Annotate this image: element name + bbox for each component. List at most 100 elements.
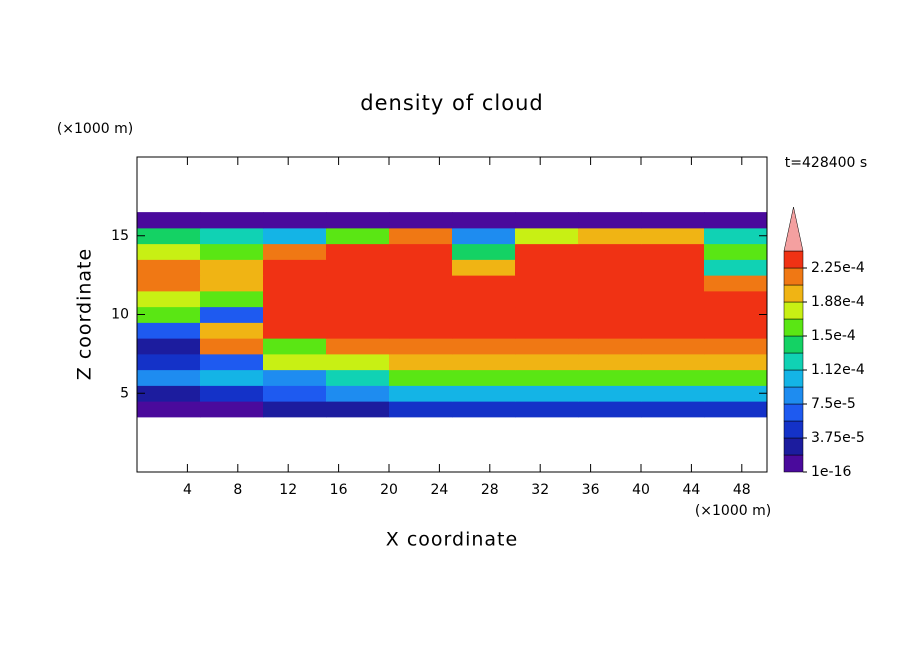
x-tick-label: 20 (380, 482, 398, 498)
field-cell (137, 306, 201, 323)
field-cell (704, 385, 768, 402)
field-cell (389, 322, 453, 339)
field-cell (578, 401, 642, 418)
field-cell (515, 353, 579, 371)
x-tick-label: 36 (582, 482, 600, 498)
field-cell (641, 353, 705, 371)
field-cell (704, 338, 768, 355)
field-cell (200, 212, 264, 229)
colorbar-band (783, 250, 804, 269)
field-cell (389, 353, 453, 371)
field-cell (137, 259, 201, 276)
x-unit: (×1000 m) (695, 503, 771, 519)
colorbar-band (783, 267, 804, 286)
field-cell (515, 290, 579, 308)
field-cell (704, 369, 768, 386)
colorbar-label: 1.5e-4 (811, 328, 856, 344)
field-cell (326, 353, 390, 371)
field-cell (515, 259, 579, 276)
y-tick-label: 5 (120, 385, 129, 401)
field-cell (200, 290, 264, 308)
x-tick-label: 4 (183, 482, 192, 498)
field-cell (704, 243, 768, 260)
field-cell (263, 306, 327, 323)
field-cell (200, 322, 264, 339)
field-cell (263, 259, 327, 276)
field-cell (326, 369, 390, 386)
field-cell (452, 290, 516, 308)
field-cell (515, 401, 579, 418)
field-cell (515, 243, 579, 260)
field-cell (326, 385, 390, 402)
field-cell (452, 385, 516, 402)
field-cell (578, 259, 642, 276)
field-cell (200, 401, 264, 418)
field-cell (389, 338, 453, 355)
colorbar-label: 1e-16 (811, 464, 851, 480)
field-cell (578, 212, 642, 229)
field-cell (452, 275, 516, 292)
field-cell (704, 306, 768, 323)
field-cell (641, 275, 705, 292)
y-unit: (×1000 m) (57, 121, 133, 137)
field-cell (263, 353, 327, 371)
field-cell (704, 259, 768, 276)
colorbar-label: 2.25e-4 (811, 260, 865, 276)
field-cell (137, 212, 201, 229)
colorbar-label: 7.5e-5 (811, 396, 856, 412)
colorbar-band (783, 352, 804, 371)
field-cell (452, 259, 516, 276)
colorbar-label: 3.75e-5 (811, 430, 865, 446)
field-cell (137, 338, 201, 355)
x-tick-label: 16 (330, 482, 348, 498)
x-tick-label: 44 (682, 482, 700, 498)
field-cell (137, 290, 201, 308)
field-cell (704, 353, 768, 371)
colorbar-band (783, 454, 804, 473)
field-cell (137, 322, 201, 339)
field-cell (389, 275, 453, 292)
field-cell (578, 306, 642, 323)
field-cell (515, 227, 579, 245)
annotation: t=428400 s (785, 155, 867, 171)
x-axis-label: X coordinate (386, 529, 518, 551)
field-cell (452, 243, 516, 260)
field-cell (641, 385, 705, 402)
chart-title: density of cloud (360, 91, 543, 115)
field-cell (263, 275, 327, 292)
colorbar-band (783, 437, 804, 456)
x-tick-label: 12 (279, 482, 297, 498)
field-cell (326, 322, 390, 339)
field-cell (578, 338, 642, 355)
field-cell (641, 227, 705, 245)
field-cell (704, 290, 768, 308)
field-cell (389, 243, 453, 260)
x-tick-label: 24 (430, 482, 448, 498)
field-cell (326, 243, 390, 260)
field-cell (137, 227, 201, 245)
field-cell (704, 275, 768, 292)
field-cell (452, 353, 516, 371)
field-cell (515, 338, 579, 355)
field-cell (578, 275, 642, 292)
field-cell (452, 338, 516, 355)
x-tick-label: 8 (233, 482, 242, 498)
field-cell (452, 322, 516, 339)
colorbar-band (783, 369, 804, 388)
field-cell (641, 322, 705, 339)
field-cell (200, 369, 264, 386)
colorbar-band (783, 318, 804, 337)
field-cell (452, 401, 516, 418)
field-cell (452, 369, 516, 386)
field-cell (200, 353, 264, 371)
field-cell (704, 322, 768, 339)
field-cell (578, 243, 642, 260)
field-cell (515, 322, 579, 339)
y-tick-label: 10 (111, 307, 129, 323)
field-cell (452, 212, 516, 229)
field-cell (641, 338, 705, 355)
field-cell (263, 212, 327, 229)
field-cell (200, 227, 264, 245)
